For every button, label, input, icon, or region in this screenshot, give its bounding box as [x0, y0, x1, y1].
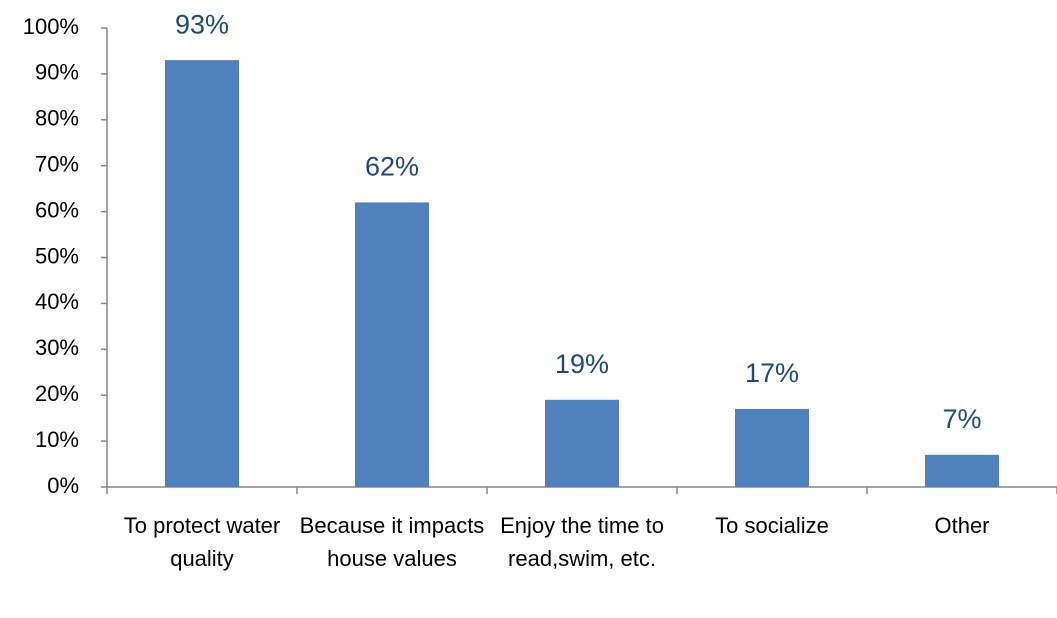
data-label: 17% — [745, 358, 799, 388]
bar — [165, 60, 239, 487]
bar — [545, 399, 619, 487]
y-tick-label: 90% — [35, 60, 79, 85]
x-tick-label-box: Because it impacts house values — [299, 513, 485, 571]
x-tick-label-box: To protect water quality — [123, 513, 281, 571]
data-label: 19% — [555, 349, 609, 379]
y-tick-label: 20% — [35, 381, 79, 406]
bar — [735, 408, 809, 487]
x-tick-label: To socialize — [715, 513, 829, 538]
data-label: 62% — [365, 152, 419, 182]
y-tick-label: 60% — [35, 197, 79, 222]
x-tick-label: To protect water quality — [123, 513, 281, 571]
data-label: 7% — [942, 404, 981, 434]
x-tick-label: Other — [934, 513, 990, 538]
bar — [355, 202, 429, 488]
y-tick-label: 0% — [47, 473, 79, 498]
y-tick-label: 80% — [35, 106, 79, 131]
y-tick-label: 100% — [23, 14, 79, 39]
y-tick-label: 30% — [35, 335, 79, 360]
y-tick-label: 10% — [35, 427, 79, 452]
data-label: 93% — [175, 9, 229, 39]
y-tick-label: 40% — [35, 289, 79, 314]
y-tick-label: 50% — [35, 243, 79, 268]
x-tick-label-box: Enjoy the time to read,swim, etc. — [500, 513, 664, 571]
x-tick-label-box: To socialize — [715, 513, 829, 538]
x-tick-label: Enjoy the time to read,swim, etc. — [500, 513, 664, 571]
x-tick-label: Because it impacts house values — [299, 513, 485, 571]
bar — [925, 454, 999, 487]
y-tick-label: 70% — [35, 152, 79, 177]
x-tick-label-box: Other — [934, 513, 990, 538]
